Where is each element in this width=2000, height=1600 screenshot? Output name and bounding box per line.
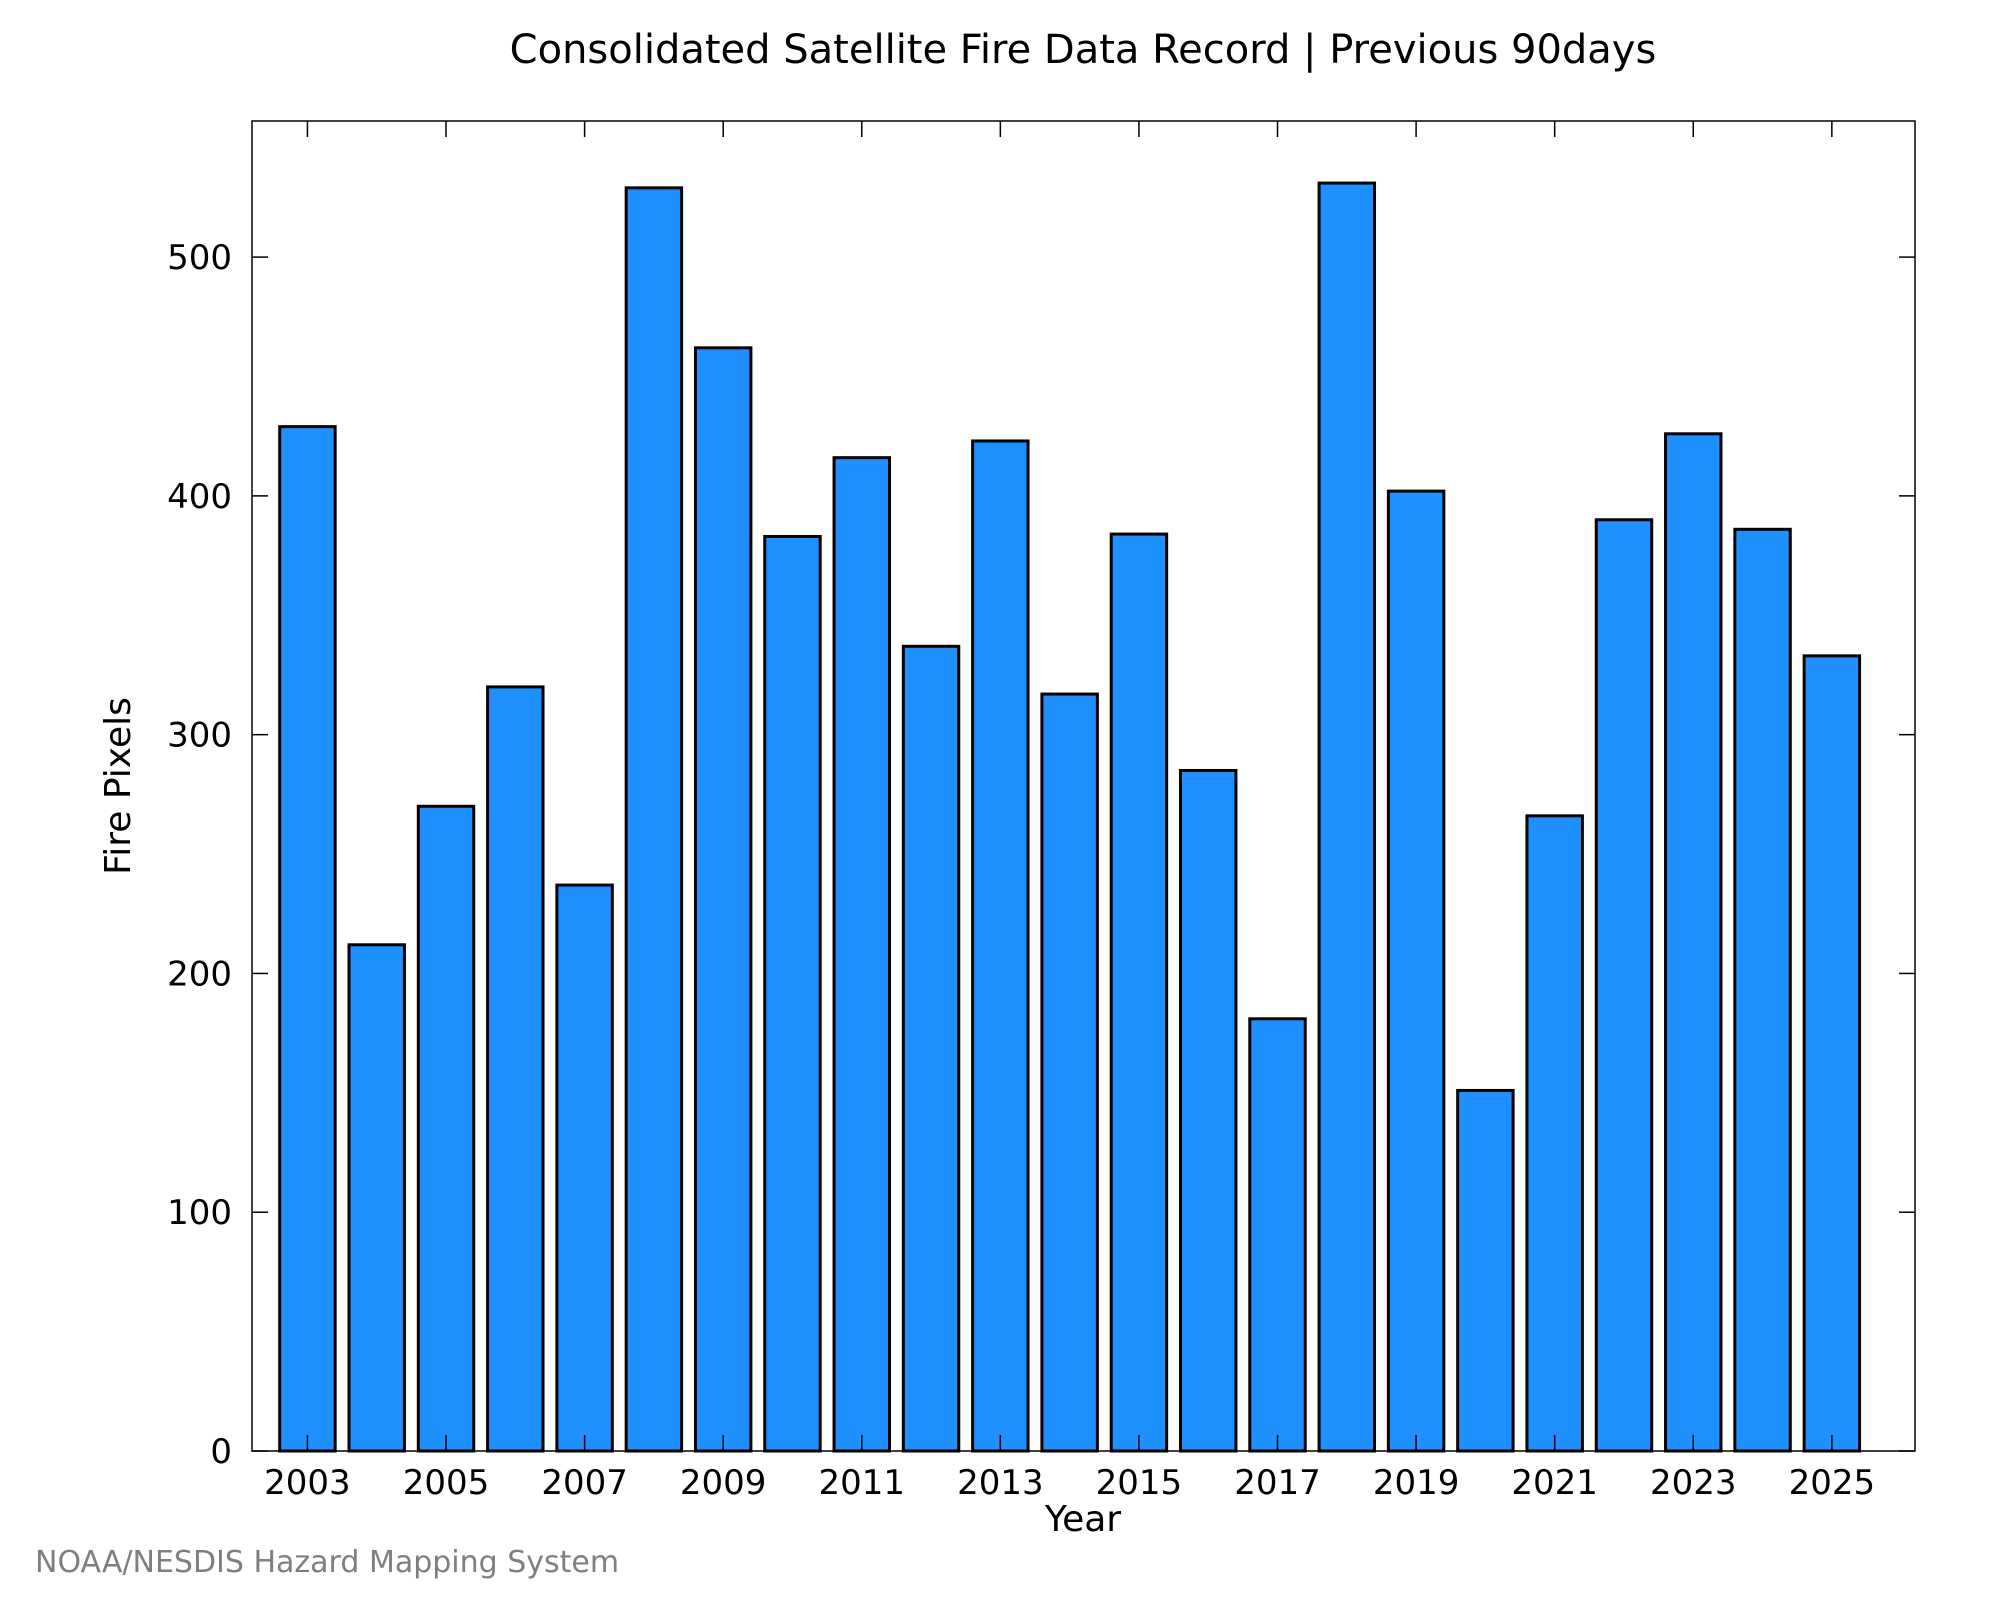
bar-2021 [1525,814,1584,1453]
bar-2022 [1594,518,1654,1453]
bar-2009 [693,346,753,1453]
x-tick-label-2015: 2015 [1096,1463,1183,1503]
plot-frame [251,120,1916,1452]
x-tick-label-2019: 2019 [1373,1463,1460,1503]
bar-2018 [1317,181,1377,1453]
bar-2025 [1802,654,1862,1453]
x-tick-label-2007: 2007 [541,1463,628,1503]
bar-2008 [624,186,684,1453]
y-tick-label-100: 100 [167,1193,232,1233]
x-tick-label-2013: 2013 [957,1463,1044,1503]
bar-2006 [486,685,545,1453]
credit-text: NOAA/NESDIS Hazard Mapping System [35,1545,619,1580]
bar-2003 [278,425,337,1453]
x-tick-labels: 2003 2005 2007 2009 2011 2013 2015 2017 2019 2021… [264,1463,1875,1503]
bar-2015 [1109,532,1169,1453]
x-tick-label-2017: 2017 [1234,1463,1321,1503]
y-axis-label: Fire Pixels [98,697,139,875]
bar-2011 [832,456,891,1453]
chart-title: Consolidated Satellite Fire Data Record … [510,27,1657,73]
bar-2024 [1733,527,1792,1453]
bar-2017 [1248,1017,1307,1453]
x-tick-label-2009: 2009 [680,1463,767,1503]
bar-2007 [555,883,614,1453]
x-axis-label: Year [1044,1499,1121,1540]
bar-2014 [1040,692,1099,1453]
y-tick-labels: 0 100 200 300 400 500 [167,238,232,1472]
x-tick-label-2011: 2011 [819,1463,906,1503]
x-tick-label-2003: 2003 [264,1463,351,1503]
x-tick-label-2005: 2005 [403,1463,490,1503]
x-tick-label-2025: 2025 [1789,1463,1876,1503]
bar-2005 [416,804,476,1453]
bar-2016 [1179,768,1238,1453]
y-tick-label-300: 300 [167,716,232,756]
x-tick-label-2021: 2021 [1511,1463,1598,1503]
bars-layer [278,181,1862,1453]
bar-2013 [971,439,1030,1453]
bar-2020 [1456,1088,1515,1453]
y-tick-label-200: 200 [167,954,232,994]
y-tick-label-500: 500 [167,238,232,278]
bar-2010 [763,534,822,1453]
x-tick-label-2023: 2023 [1650,1463,1737,1503]
bar-2012 [901,644,961,1453]
bar-2004 [347,943,406,1453]
bar-2019 [1386,489,1446,1453]
y-tick-label-400: 400 [167,477,232,517]
bar-2023 [1664,432,1723,1453]
y-tick-label-0: 0 [210,1432,232,1472]
